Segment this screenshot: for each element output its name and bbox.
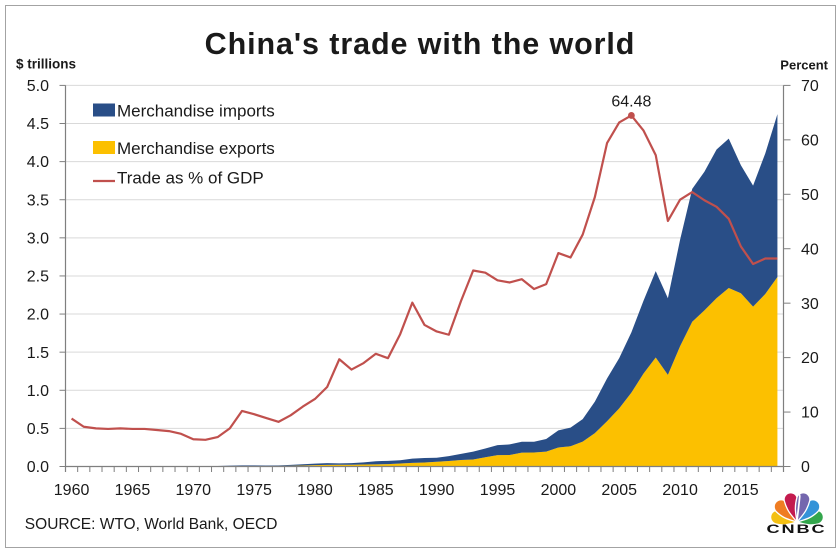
svg-text:50: 50	[801, 187, 819, 204]
svg-text:64.48: 64.48	[611, 94, 651, 111]
svg-text:0.0: 0.0	[27, 459, 49, 476]
svg-text:1960: 1960	[54, 482, 90, 499]
svg-text:1990: 1990	[419, 482, 455, 499]
svg-text:5.0: 5.0	[27, 78, 49, 95]
svg-text:3.5: 3.5	[27, 192, 49, 209]
svg-text:4.5: 4.5	[27, 116, 49, 133]
svg-text:2.5: 2.5	[27, 269, 49, 286]
svg-text:30: 30	[801, 296, 819, 313]
svg-text:1970: 1970	[175, 482, 211, 499]
svg-text:60: 60	[801, 132, 819, 149]
svg-text:2.0: 2.0	[27, 307, 49, 324]
svg-text:3.0: 3.0	[27, 230, 49, 247]
svg-text:1975: 1975	[236, 482, 272, 499]
svg-text:Trade as % of GDP: Trade as % of GDP	[117, 169, 264, 188]
svg-text:2015: 2015	[723, 482, 759, 499]
svg-text:20: 20	[801, 350, 819, 367]
svg-text:4.0: 4.0	[27, 154, 49, 171]
svg-text:1980: 1980	[297, 482, 333, 499]
svg-text:70: 70	[801, 78, 819, 95]
svg-text:1.5: 1.5	[27, 345, 49, 362]
svg-text:Merchandise imports: Merchandise imports	[117, 101, 275, 120]
svg-text:Percent: Percent	[780, 58, 828, 73]
svg-text:0: 0	[801, 459, 810, 476]
svg-text:Merchandise exports: Merchandise exports	[117, 139, 275, 158]
svg-text:CNBC: CNBC	[766, 523, 826, 536]
svg-text:0.5: 0.5	[27, 421, 49, 438]
svg-text:China's trade with the world: China's trade with the world	[205, 27, 636, 61]
svg-text:2000: 2000	[541, 482, 577, 499]
svg-text:1995: 1995	[480, 482, 516, 499]
svg-text:1985: 1985	[358, 482, 394, 499]
svg-text:1965: 1965	[115, 482, 151, 499]
svg-text:$ trillions: $ trillions	[16, 57, 76, 72]
svg-text:2010: 2010	[662, 482, 698, 499]
svg-text:1.0: 1.0	[27, 383, 49, 400]
svg-text:40: 40	[801, 241, 819, 258]
svg-text:2005: 2005	[601, 482, 637, 499]
svg-text:SOURCE: WTO, World Bank, OECD: SOURCE: WTO, World Bank, OECD	[25, 516, 278, 533]
svg-text:10: 10	[801, 405, 819, 422]
